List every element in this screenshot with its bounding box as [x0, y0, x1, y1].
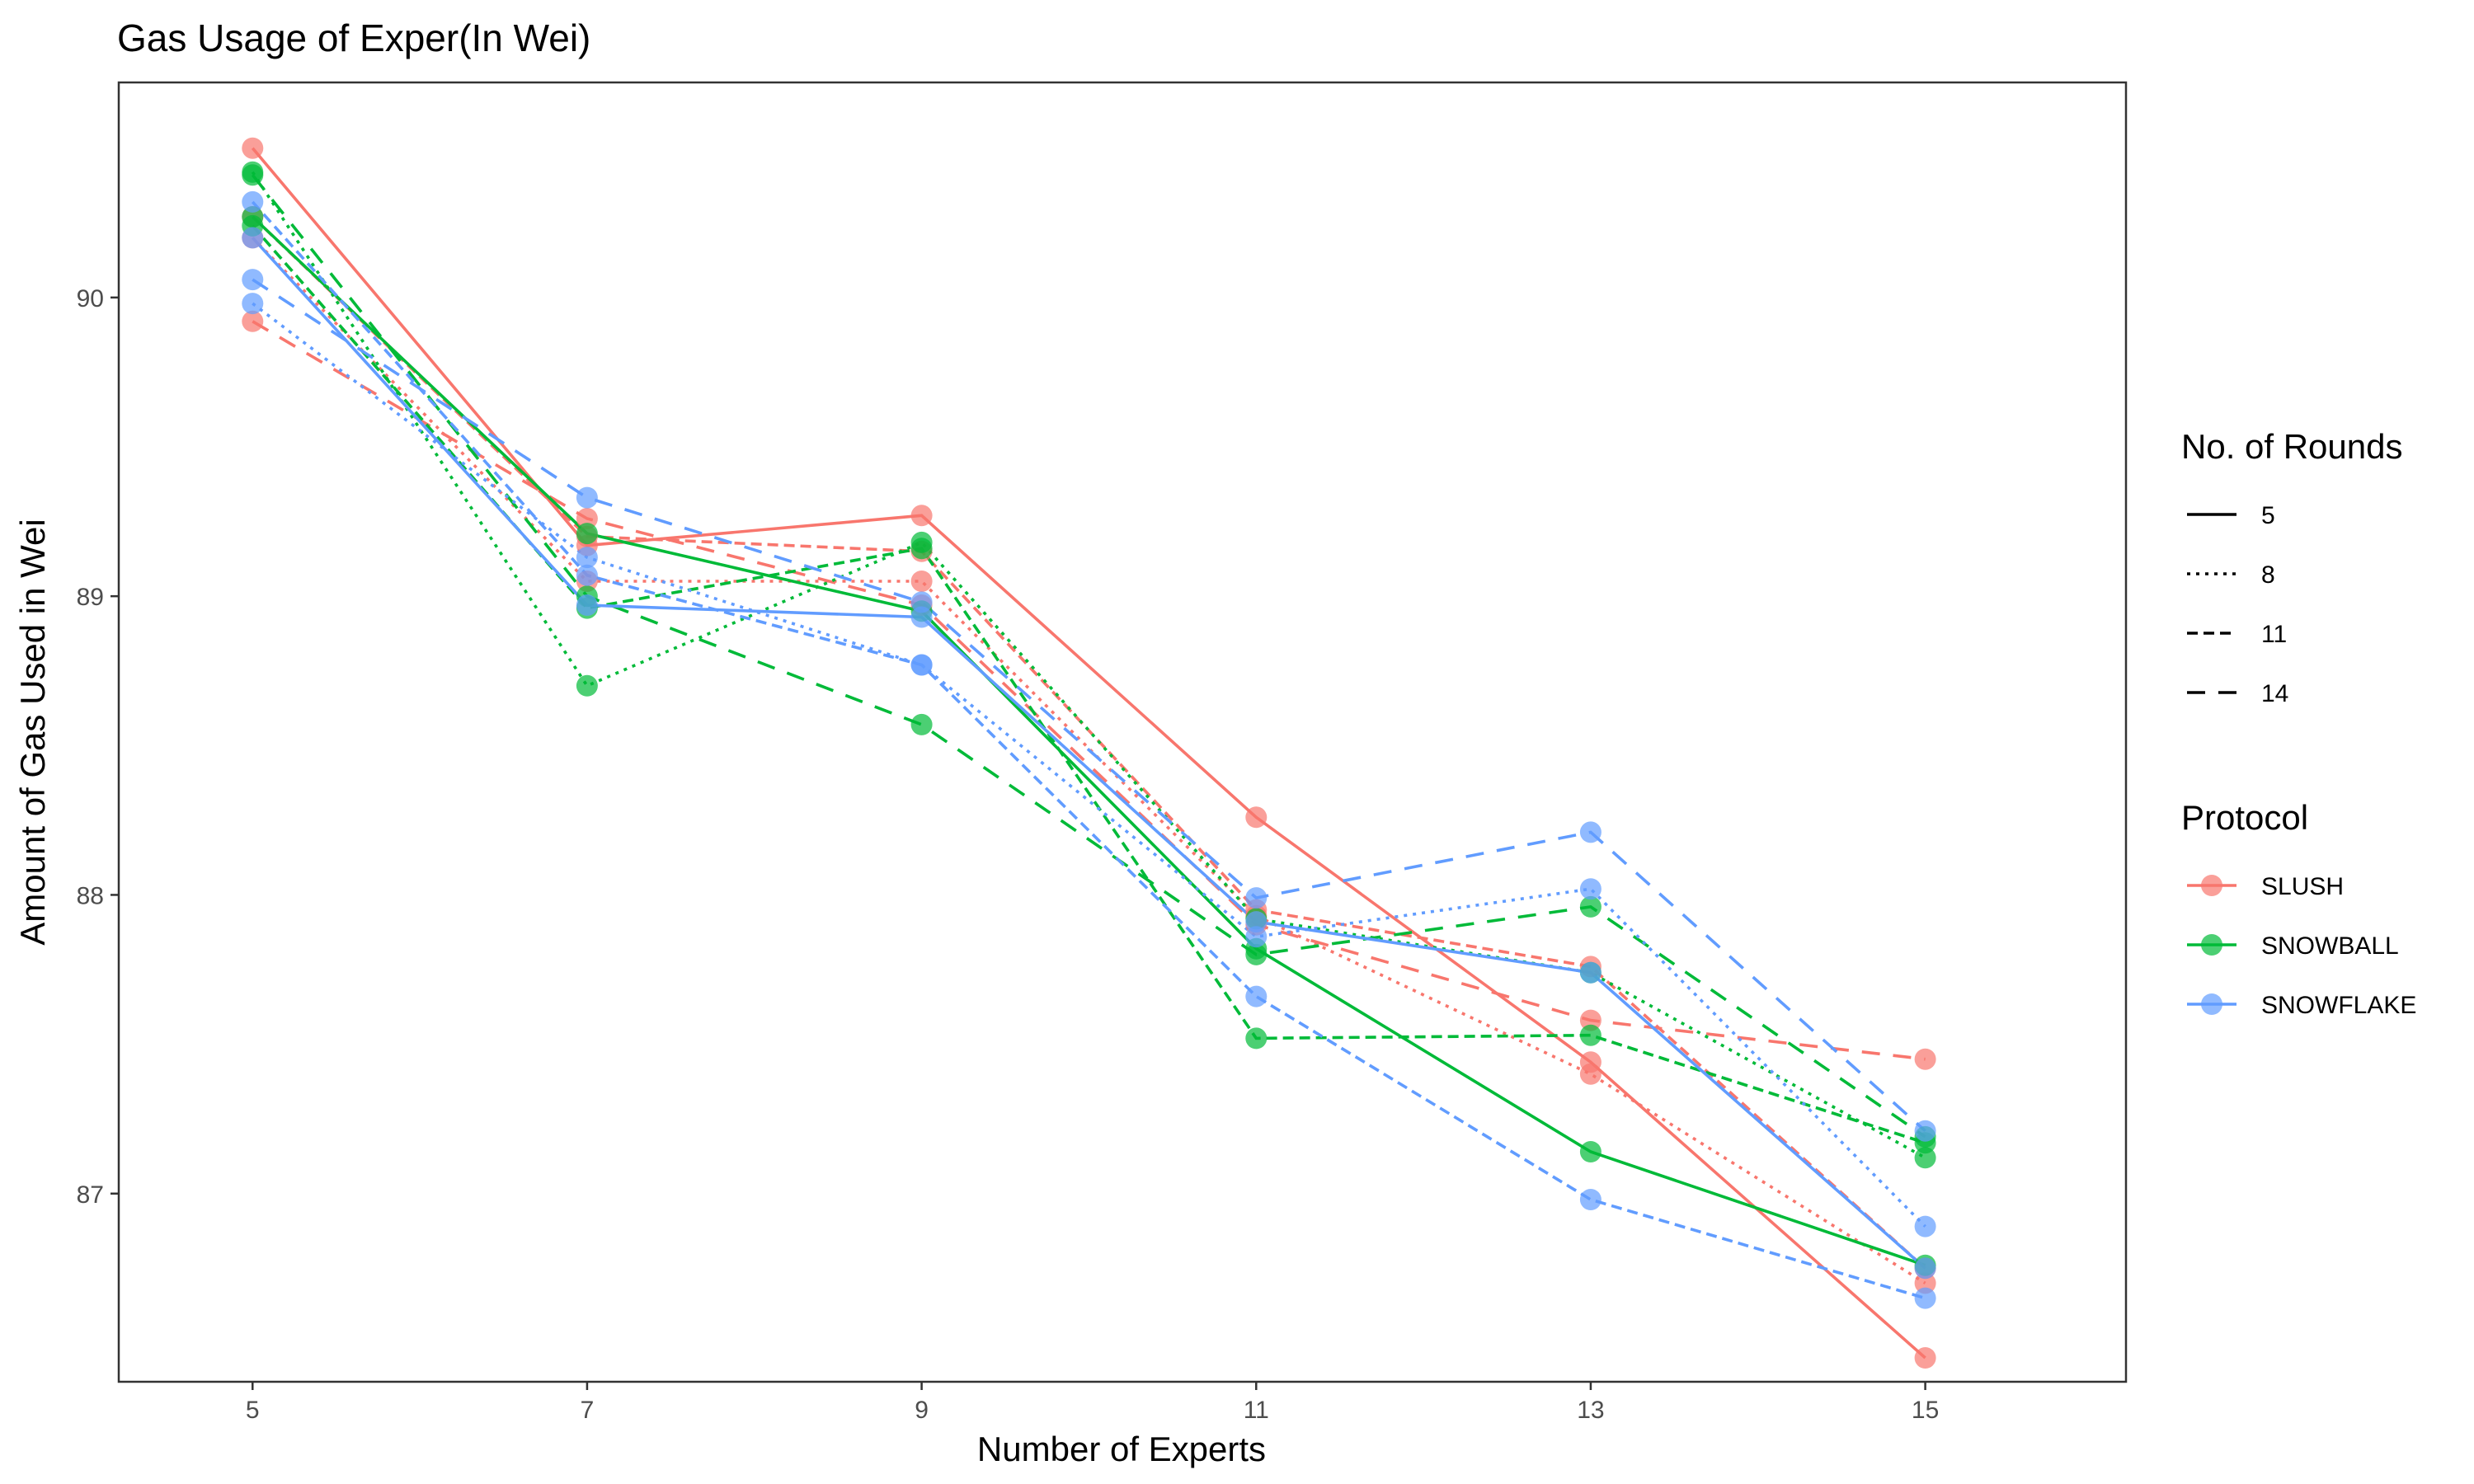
x-tick-label: 15: [1912, 1397, 1939, 1424]
data-point-snowflake-11-9: [910, 654, 933, 676]
data-point-snowflake-11-5: [242, 190, 264, 213]
data-point-snowball-11-9: [910, 538, 933, 560]
data-point-snowball-14-11: [1245, 943, 1268, 965]
series-line-snowball-8: [251, 171, 1926, 1159]
x-axis-title: Number of Experts: [977, 1430, 1266, 1468]
series-line-snowflake-11: [251, 200, 1926, 1300]
legend-protocol-title: Protocol: [2181, 798, 2308, 837]
y-axis: 87 88 89 90: [77, 285, 119, 1209]
legend-label-snowball: SNOWBALL: [2261, 932, 2399, 960]
data-point-slush-14-7: [576, 508, 598, 529]
series-line-slush-14: [252, 320, 1926, 1061]
data-point-snowflake-11-13: [1579, 1189, 1602, 1210]
data-point-snowflake-8-7: [576, 547, 598, 569]
x-tick-label: 9: [915, 1397, 929, 1424]
data-point-snowflake-5-7: [576, 594, 598, 616]
data-point-snowflake-14-13: [1579, 821, 1602, 843]
data-point-snowball-14-13: [1579, 895, 1602, 918]
legend-label-rounds-8: 8: [2261, 561, 2275, 589]
series-line-snowball-5: [252, 215, 1926, 1267]
data-point-snowflake-14-7: [576, 486, 598, 509]
data-point-snowflake-5-5: [242, 227, 264, 249]
data-point-snowflake-14-15: [1914, 1120, 1936, 1142]
data-point-slush-14-5: [242, 310, 264, 332]
data-point-snowball-5-7: [576, 523, 598, 545]
series-line-slush-11: [252, 215, 1926, 1270]
legend-key-point-snowball: [2201, 934, 2222, 956]
data-point-snowflake-11-15: [1914, 1287, 1936, 1309]
data-point-snowflake-8-5: [242, 293, 264, 315]
data-point-snowflake-5-13: [1579, 961, 1602, 984]
data-point-slush-5-11: [1245, 806, 1268, 829]
data-point-snowball-14-9: [910, 713, 933, 735]
chart-title: Gas Usage of Exper(In Wei): [117, 16, 590, 59]
data-point-slush-8-15: [1914, 1272, 1936, 1294]
data-point-snowflake-11-11: [1245, 985, 1268, 1007]
data-point-slush-8-13: [1579, 1063, 1602, 1085]
data-point-snowflake-8-11: [1245, 926, 1268, 948]
data-point-snowball-11-11: [1245, 1027, 1268, 1050]
data-point-snowflake-11-7: [576, 564, 598, 586]
points-layer: [242, 137, 1936, 1369]
legend-label-rounds-5: 5: [2261, 502, 2275, 529]
data-point-snowflake-14-11: [1245, 887, 1268, 909]
plot-panel: [117, 81, 2128, 1383]
x-tick-label: 11: [1244, 1397, 1269, 1424]
x-tick-label: 5: [246, 1397, 260, 1424]
data-point-snowball-8-15: [1914, 1147, 1936, 1169]
data-point-slush-8-9: [910, 571, 933, 592]
legend-label-snowflake: SNOWFLAKE: [2261, 992, 2416, 1019]
legend-label-rounds-14: 14: [2261, 680, 2288, 707]
data-point-slush-5-5: [242, 137, 264, 159]
data-point-slush-5-9: [910, 505, 933, 527]
legend-key-point-slush: [2201, 875, 2222, 896]
data-point-snowflake-5-11: [1245, 911, 1268, 933]
legend-label-slush: SLUSH: [2261, 873, 2344, 900]
data-point-slush-14-15: [1914, 1048, 1936, 1070]
y-axis-title: Amount of Gas Used in Wei: [13, 519, 52, 945]
data-point-snowball-14-5: [242, 164, 264, 186]
series-line-snowball-14: [251, 174, 1926, 1139]
legend-protocol: Protocol SLUSH SNOWBALL SNOWFLAKE: [2181, 798, 2416, 1019]
y-tick-label: 87: [77, 1181, 104, 1209]
x-axis: 5 7 9 11 13 15: [246, 1382, 1939, 1424]
series-line-snowball-11: [251, 224, 1926, 1144]
y-tick-label: 89: [77, 584, 104, 611]
legend-rounds-title: No. of Rounds: [2181, 427, 2403, 466]
data-point-slush-14-13: [1579, 1009, 1602, 1031]
y-tick-label: 88: [77, 882, 104, 909]
data-point-snowflake-5-15: [1914, 1257, 1936, 1280]
y-tick-label: 90: [77, 285, 104, 312]
series-layer: [251, 147, 1926, 1360]
data-point-snowball-8-7: [576, 674, 598, 697]
data-point-snowflake-14-5: [242, 269, 264, 291]
data-point-snowflake-8-15: [1914, 1215, 1936, 1237]
data-point-snowflake-14-9: [910, 591, 933, 613]
data-point-snowflake-8-13: [1579, 878, 1602, 900]
x-tick-label: 7: [581, 1397, 595, 1424]
data-point-slush-5-15: [1914, 1347, 1936, 1369]
data-point-snowball-11-13: [1579, 1024, 1602, 1046]
series-line-snowflake-5: [251, 237, 1926, 1270]
legend-label-rounds-11: 11: [2261, 621, 2287, 648]
data-point-snowflake-5-9: [910, 606, 933, 628]
legend-rounds: No. of Rounds 5 8 11 14: [2181, 427, 2403, 707]
x-tick-label: 13: [1577, 1397, 1604, 1424]
series-line-snowflake-14: [252, 278, 1926, 1133]
legend-key-point-snowflake: [2201, 993, 2222, 1015]
data-point-snowball-5-13: [1579, 1141, 1602, 1162]
